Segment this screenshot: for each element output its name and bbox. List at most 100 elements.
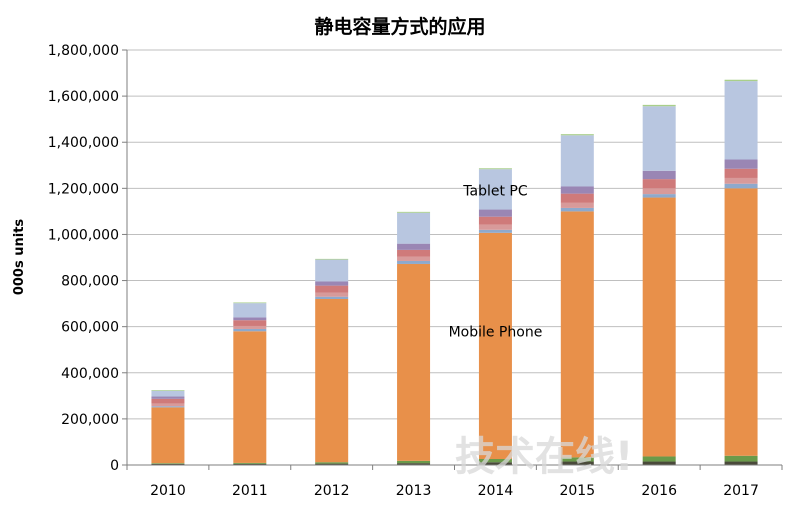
bar-segment-base_dark: [642, 461, 676, 465]
x-tick-label: 2017: [723, 483, 759, 499]
y-tick-label: 1,400,000: [48, 135, 119, 151]
bar-segment-mobile_phone: [233, 331, 267, 463]
bar-segment-base_green: [642, 456, 676, 462]
y-tick-label: 0: [110, 458, 119, 474]
bar-segment-thin_blue: [478, 229, 512, 233]
bar-stack-2014: [478, 168, 512, 465]
y-tick-label: 600,000: [61, 320, 119, 336]
y-tick-label: 1,000,000: [48, 227, 119, 243]
bar-stack-2012: [315, 258, 349, 465]
bar-segment-tablet_pc: [724, 81, 758, 160]
bar-segment-thin_blue: [560, 207, 594, 212]
bar-segment-band_purple: [642, 170, 676, 180]
bar-segment-thin_pink: [478, 224, 512, 230]
bar-segment-band_red: [233, 320, 267, 326]
bar-stack-2013: [397, 211, 431, 465]
bar-segment-base_green: [560, 457, 594, 462]
annotations: Tablet PC Mobile Phone: [449, 184, 543, 341]
x-tick-label: 2011: [232, 483, 268, 499]
bar-segment-thin_pink: [560, 202, 594, 208]
bar-segment-band_red: [642, 179, 676, 189]
bar-segment-base_green: [233, 462, 267, 464]
y-tick-label: 1,600,000: [48, 89, 119, 105]
bar-segment-band_purple: [151, 396, 185, 399]
bar-segment-mobile_phone: [315, 299, 349, 463]
bar-segment-band_red: [560, 193, 594, 203]
bar-segment-mobile_phone: [724, 188, 758, 456]
bar-segment-base_dark: [233, 463, 267, 465]
bar-segment-base_green: [724, 455, 758, 462]
grid-lines: [122, 49, 782, 466]
bar-segment-base_dark: [315, 463, 349, 465]
bar-segment-band_purple: [724, 159, 758, 169]
bar-segment-thin_pink: [315, 292, 349, 297]
x-axis-tick-labels: 2010 2011 2012 2013 2014 2015 2016 2017: [150, 483, 759, 499]
bar-segment-tablet_pc: [151, 390, 185, 397]
bar-segment-tablet_pc: [315, 259, 349, 282]
x-tick-label: 2015: [559, 483, 595, 499]
bar-segment-band_purple: [478, 209, 512, 217]
bar-segment-top_green: [724, 79, 758, 82]
bar-segment-thin_blue: [642, 194, 676, 198]
bar-segment-base_green: [478, 459, 512, 463]
bars: [151, 79, 758, 465]
watermark: 技术在线!: [455, 434, 633, 480]
bar-segment-tablet_pc: [233, 303, 267, 318]
bar-segment-base_dark: [151, 463, 185, 465]
bar-segment-band_red: [151, 398, 185, 404]
bar-segment-thin_pink: [397, 256, 431, 261]
bar-segment-mobile_phone: [397, 263, 431, 461]
bar-segment-base_dark: [478, 462, 512, 465]
chart-title: 静电容量方式的应用: [314, 15, 485, 38]
bar-segment-top_green: [560, 134, 594, 136]
bar-segment-top_green: [233, 302, 267, 304]
bar-segment-band_purple: [233, 317, 267, 321]
bar-segment-base_green: [151, 463, 185, 464]
x-tick-label: 2013: [396, 483, 432, 499]
bar-stack-2015: [560, 134, 594, 465]
bar-segment-band_red: [397, 249, 431, 257]
bar-segment-thin_pink: [151, 403, 185, 407]
bar-segment-thin_blue: [151, 406, 185, 408]
bar-stack-2016: [642, 104, 676, 465]
y-tick-label: 400,000: [61, 366, 119, 382]
bar-segment-top_green: [397, 211, 431, 213]
y-axis-label: 000s units: [12, 219, 27, 296]
y-tick-label: 800,000: [61, 274, 119, 290]
bar-segment-base_dark: [724, 461, 758, 465]
bar-segment-thin_pink: [233, 325, 267, 329]
bar-stack-2011: [233, 302, 267, 465]
bar-segment-tablet_pc: [560, 135, 594, 187]
bar-segment-base_green: [315, 462, 349, 464]
bar-segment-mobile_phone: [560, 211, 594, 458]
bar-segment-thin_blue: [315, 296, 349, 299]
x-tick-label: 2014: [478, 483, 514, 499]
bar-segment-top_green: [642, 104, 676, 107]
bar-segment-tablet_pc: [642, 106, 676, 171]
bar-segment-tablet_pc: [478, 169, 512, 210]
bar-segment-top_green: [151, 390, 185, 391]
bar-segment-top_green: [315, 258, 349, 260]
bar-segment-thin_pink: [724, 177, 758, 184]
bar-stack-2010: [151, 390, 185, 465]
bar-segment-thin_blue: [233, 328, 267, 332]
bar-segment-thin_blue: [397, 260, 431, 264]
bar-segment-band_purple: [560, 186, 594, 194]
bar-segment-thin_blue: [724, 183, 758, 189]
annotation-label: Mobile Phone: [449, 324, 543, 340]
x-tick-label: 2016: [641, 483, 677, 499]
x-tick-label: 2012: [314, 483, 350, 499]
bar-segment-band_red: [315, 285, 349, 293]
bar-segment-base_dark: [397, 463, 431, 465]
x-tick-label: 2010: [150, 483, 186, 499]
y-axis-tick-labels: 0 200,000 400,000 600,000 800,000 1,000,000 1,…: [48, 43, 119, 474]
y-tick-label: 1,200,000: [48, 181, 119, 197]
axes: [126, 50, 783, 470]
y-tick-label: 200,000: [61, 412, 119, 428]
bar-segment-top_green: [478, 168, 512, 170]
bar-segment-tablet_pc: [397, 212, 431, 244]
bar-segment-mobile_phone: [151, 407, 185, 464]
bar-segment-base_green: [397, 460, 431, 464]
y-tick-label: 1,800,000: [48, 43, 119, 59]
